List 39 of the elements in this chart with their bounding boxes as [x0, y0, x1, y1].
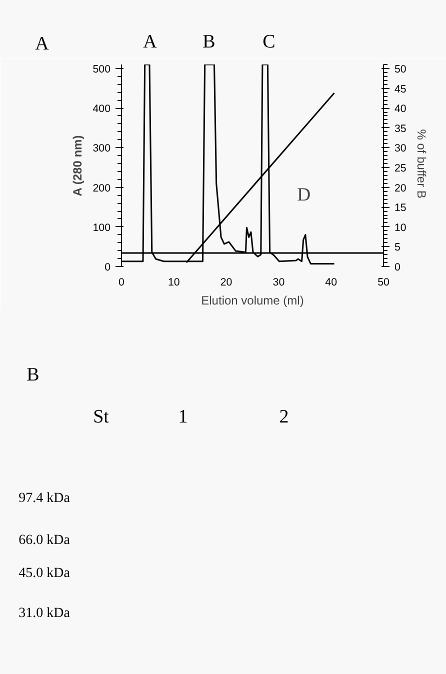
y-tick-label: 0: [104, 262, 111, 274]
x-tick-label: 0: [118, 276, 125, 288]
y2-tick-label: 0: [394, 262, 400, 274]
text: 2: [279, 405, 289, 430]
x-tick-label: 40: [325, 276, 338, 288]
text: B: [26, 363, 40, 388]
x-axis-title: Elution volume (ml): [201, 294, 304, 308]
text: 45.0 kDa: [18, 565, 70, 583]
x-tick-label: 30: [272, 276, 285, 288]
text: 66.0 kDa: [18, 532, 70, 550]
y2-tick-label: 10: [394, 222, 406, 234]
text: C: [262, 30, 276, 54]
text: 97.4 kDa: [18, 490, 70, 508]
text: A: [143, 30, 157, 54]
x-tick-label: 20: [220, 276, 232, 288]
y-tick-label: 300: [92, 142, 111, 155]
y2-tick-label: 5: [394, 242, 400, 254]
text: 31.0 kDa: [18, 605, 70, 623]
y2-tick-label: 50: [394, 63, 406, 76]
x-tick-label: 50: [378, 276, 390, 288]
x-tick-label: 10: [168, 276, 180, 288]
y2-tick-label: 20: [394, 182, 406, 194]
annotation: D: [297, 184, 311, 206]
y2-tick-label: 40: [394, 103, 406, 116]
text: 1: [178, 405, 188, 430]
y2-tick-label: 15: [394, 202, 406, 214]
text: A: [35, 32, 49, 56]
y2-axis-title: % of buffer B: [414, 129, 428, 198]
y2-tick-label: 45: [394, 83, 406, 96]
y-tick-label: 400: [92, 103, 111, 116]
y2-tick-label: 35: [394, 122, 406, 135]
y-tick-label: 500: [92, 63, 111, 76]
y2-tick-label: 30: [394, 142, 406, 155]
text: B: [202, 30, 216, 54]
y2-tick-label: 25: [394, 162, 406, 174]
text: St: [93, 405, 109, 430]
y-axis-title: A (280 nm): [70, 135, 85, 196]
y-tick-label: 100: [92, 222, 111, 234]
y-tick-label: 200: [92, 182, 111, 194]
